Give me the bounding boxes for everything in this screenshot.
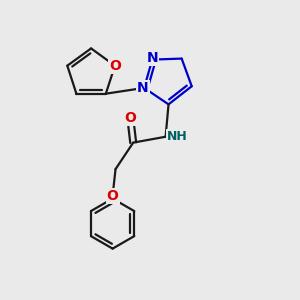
Text: O: O	[109, 59, 121, 73]
Text: NH: NH	[167, 130, 188, 143]
Text: O: O	[107, 189, 118, 202]
Text: N: N	[146, 51, 158, 65]
Text: N: N	[137, 81, 148, 95]
Text: O: O	[124, 111, 136, 124]
